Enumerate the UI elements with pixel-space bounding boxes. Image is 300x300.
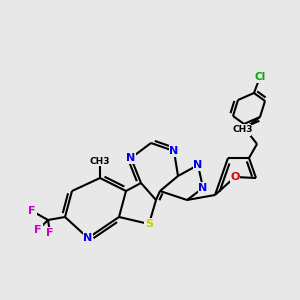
Text: N: N bbox=[198, 183, 208, 193]
Text: CH3: CH3 bbox=[90, 157, 110, 166]
Text: N: N bbox=[126, 153, 136, 163]
Text: N: N bbox=[169, 146, 178, 156]
Text: O: O bbox=[241, 125, 251, 135]
Text: N: N bbox=[83, 233, 93, 243]
Text: CH3: CH3 bbox=[233, 125, 253, 134]
Text: N: N bbox=[194, 160, 202, 170]
Text: F: F bbox=[34, 225, 42, 235]
Text: F: F bbox=[28, 206, 36, 216]
Text: F: F bbox=[46, 228, 54, 238]
Text: O: O bbox=[230, 172, 240, 182]
Text: S: S bbox=[145, 219, 153, 229]
Text: Cl: Cl bbox=[254, 72, 266, 82]
